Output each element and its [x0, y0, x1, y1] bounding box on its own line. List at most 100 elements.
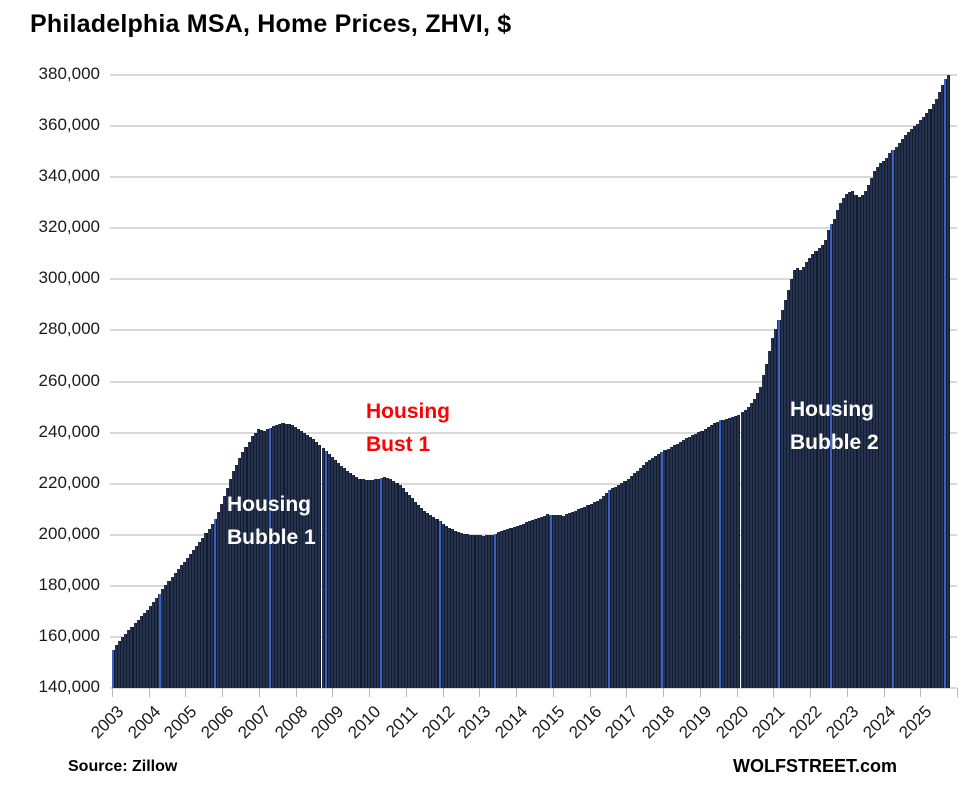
bar — [709, 424, 713, 688]
bar — [201, 537, 205, 688]
bar — [512, 526, 516, 688]
bar — [373, 479, 377, 688]
bar — [259, 430, 263, 688]
bar — [876, 166, 880, 688]
bar — [685, 438, 689, 688]
bar — [275, 424, 279, 688]
bar — [278, 423, 282, 688]
bar — [315, 442, 319, 688]
bar — [447, 527, 451, 688]
bar — [842, 197, 846, 688]
bar — [352, 475, 356, 688]
bar — [638, 467, 642, 688]
bar — [309, 436, 313, 688]
bar — [386, 477, 390, 688]
bar — [922, 117, 926, 688]
bar — [219, 504, 223, 688]
bar — [389, 478, 393, 688]
bar — [225, 488, 230, 688]
vertical-stripe — [830, 224, 833, 688]
bar — [435, 519, 439, 688]
bar — [635, 470, 639, 688]
bar — [651, 457, 655, 688]
bar — [330, 456, 334, 688]
bar — [370, 479, 374, 688]
bar — [755, 393, 759, 688]
bar — [925, 113, 929, 688]
bar — [410, 498, 414, 688]
bar — [903, 135, 907, 688]
bar — [185, 557, 190, 688]
bar — [303, 432, 307, 688]
bar — [734, 415, 738, 688]
bar — [632, 473, 636, 688]
bar — [845, 193, 849, 688]
bar — [712, 423, 716, 688]
bar — [130, 626, 134, 688]
bar — [697, 432, 701, 688]
bar — [595, 500, 599, 688]
annotation-housing-bubble-2: Housing Bubble 2 — [790, 398, 879, 454]
chart-title: Philadelphia MSA, Home Prices, ZHVI, $ — [30, 10, 512, 38]
bar — [463, 533, 467, 688]
x-axis-tick — [185, 688, 187, 697]
bar — [882, 160, 886, 688]
bar — [139, 616, 143, 688]
bar — [786, 289, 790, 688]
bar — [866, 184, 870, 688]
gridline-260000 — [110, 380, 957, 383]
bar — [475, 535, 479, 688]
bar — [195, 546, 199, 688]
bar — [167, 580, 171, 688]
x-axis-tick — [442, 688, 444, 697]
bar — [706, 426, 710, 688]
bar — [383, 477, 387, 688]
bar — [795, 267, 800, 688]
bar — [176, 569, 180, 688]
bar — [189, 553, 193, 688]
bar — [161, 589, 165, 688]
bar — [817, 247, 821, 688]
bar — [663, 450, 667, 688]
x-axis-tick — [148, 688, 150, 697]
bar — [820, 244, 824, 688]
bar — [441, 523, 445, 688]
y-axis-tick-label: 320,000 — [38, 217, 100, 237]
bar — [490, 534, 495, 688]
x-axis-tick — [479, 688, 481, 697]
bar — [192, 550, 196, 688]
bar — [617, 484, 621, 688]
x-axis-tick — [405, 688, 407, 697]
bar — [432, 517, 436, 688]
bar — [173, 573, 177, 688]
bar — [179, 565, 183, 688]
bar — [937, 91, 941, 688]
bar — [487, 535, 491, 688]
gridline-220000 — [110, 482, 957, 485]
bar — [534, 519, 538, 688]
bar — [355, 476, 359, 688]
bar — [281, 423, 285, 688]
bar — [722, 419, 726, 688]
bar — [164, 585, 168, 688]
bar — [358, 478, 362, 688]
vertical-stripe — [158, 593, 161, 688]
bar — [789, 279, 793, 688]
gridline-340000 — [110, 176, 957, 179]
bar — [611, 488, 615, 688]
x-axis-tick — [773, 688, 775, 697]
bar — [472, 535, 476, 688]
bar — [928, 109, 932, 688]
bar — [863, 191, 867, 688]
bar — [681, 440, 686, 688]
bar — [792, 270, 796, 688]
bar — [222, 496, 226, 688]
bar — [641, 465, 645, 688]
bar — [934, 99, 938, 688]
x-axis-tick — [112, 688, 113, 697]
bar — [894, 146, 898, 688]
bar — [814, 251, 818, 688]
bar — [515, 525, 519, 688]
bar — [762, 375, 766, 688]
